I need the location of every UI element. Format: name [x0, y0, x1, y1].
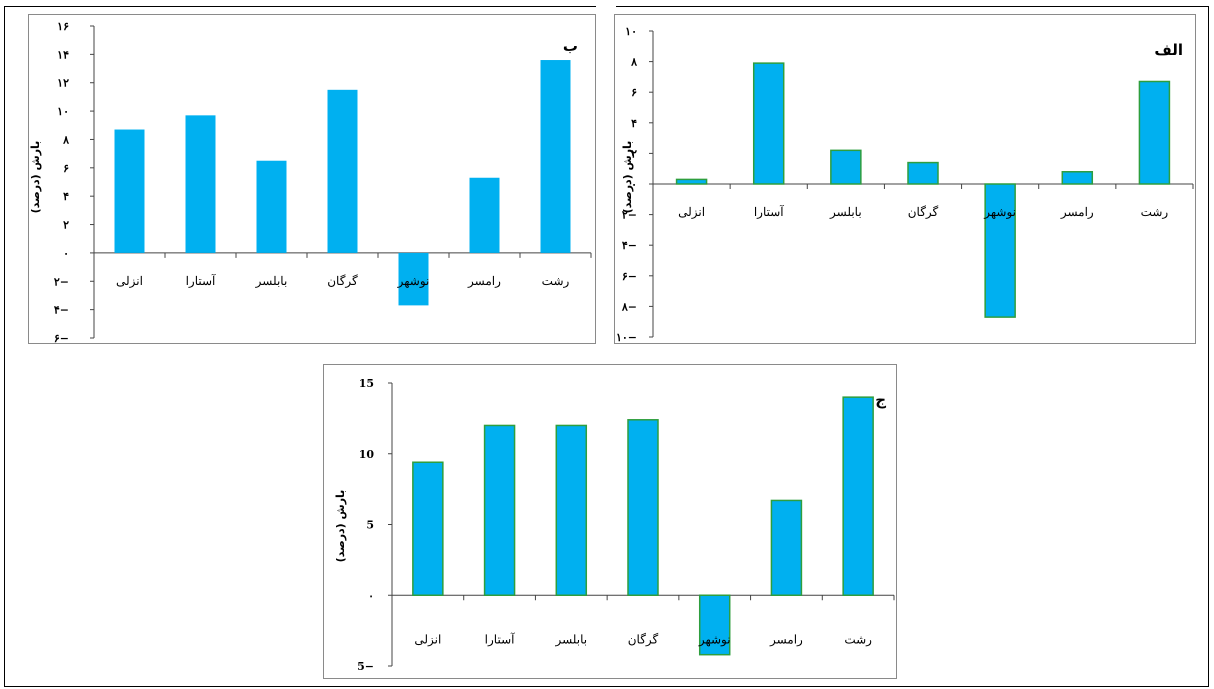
chart-jim-category-label: رامسر — [769, 632, 803, 646]
chart-jim-ytick-label: 5 — [366, 519, 374, 532]
chart-alef-category-label: گرگان — [908, 205, 939, 219]
chart-alef-svg: ۱۰ ۸ ۶ ۴ ۲ ۰ ۲− ۴− ۶− ۸− ۱۰− انزلی آستارا بابلسر گرگان… — [616, 25, 1194, 344]
chart-b-category-label: رشت — [542, 274, 570, 288]
chart-b-ytick-label: ۶ — [63, 162, 69, 175]
chart-alef-category-label: رامسر — [1060, 205, 1094, 219]
chart-b-category-label: گرگان — [327, 274, 358, 288]
chart-alef-ytick-label: ۲ — [631, 147, 637, 160]
chart-alef-category-label: آستارا — [754, 204, 784, 219]
chart-b-ytick-label: ۱۰ — [57, 105, 69, 118]
chart-alef-bar — [830, 149, 862, 185]
chart-jim-category-label: آستارا — [485, 631, 515, 646]
chart-alef-category-label: نوشهر — [983, 205, 1016, 219]
chart-alef-ylabel: بارش (درصد) — [621, 141, 634, 214]
chart-b-ytick-label: ۶− — [54, 332, 69, 345]
chart-b-category-label: بابلسر — [255, 274, 288, 288]
chart-jim-bar — [555, 424, 588, 597]
chart-jim-ytick-label: ۰ — [368, 589, 374, 602]
chart-jim-ytick-label: 15 — [359, 377, 374, 390]
chart-jim-bar — [627, 419, 659, 597]
chart-b-ylabel: بارش (درصد) — [29, 141, 42, 214]
chart-jim-bar — [698, 594, 731, 656]
chart-jim-category-label: نوشهر — [698, 632, 731, 646]
chart-alef-ytick-label: ۴− — [622, 239, 637, 252]
chart-alef-category-label: انزلی — [678, 205, 705, 219]
chart-alef-ytick-label: ۶ — [631, 86, 637, 99]
chart-jim-bar — [842, 396, 874, 597]
chart-b-bar — [540, 60, 571, 253]
chart-jim-category-label: بابلسر — [554, 632, 587, 646]
chart-b-ytick-label: ۱۶ — [57, 20, 69, 33]
chart-b-ytick-label: ۴ — [63, 190, 69, 203]
chart-b-category-label: نوشهر — [397, 274, 430, 288]
chart-jim-bar — [412, 461, 444, 596]
chart-jim-category-label: گرگان — [628, 632, 659, 646]
chart-alef-ytick-label: ۰ — [631, 178, 637, 191]
chart-alef-ytick-label: ۲− — [622, 209, 637, 222]
chart-alef-ytick-label: ۶− — [622, 270, 637, 283]
chart-alef: ۱۰ ۸ ۶ ۴ ۲ ۰ ۲− ۴− ۶− ۸− ۱۰− انزلی آستارا بابلسر گرگان… — [614, 14, 1196, 344]
chart-jim-ytick-label: 10 — [359, 448, 375, 461]
chart-b-ytick-label: ۱۲ — [57, 77, 69, 90]
chart-jim-category-label: رشت — [844, 632, 872, 646]
chart-alef-ytick-label: ۱۰− — [616, 331, 637, 344]
chart-alef-bar — [752, 62, 785, 185]
chart-jim-bar — [483, 424, 516, 597]
chart-jim: 15 10 5 ۰ 5− انزلی آستارا بابلسر گرگان نوشهر رامسر… — [323, 364, 897, 679]
frame-top-right — [616, 6, 1209, 7]
page-frame — [4, 6, 1209, 687]
chart-alef-category-label: بابلسر — [829, 205, 862, 219]
chart-b-svg: ۱۶ ۱۴ ۱۲ ۱۰ ۸ ۶ ۴ ۲ ۰ ۲− ۴− ۶− انزلی آستارا بابلسر گرگا… — [29, 20, 592, 345]
chart-b-ytick-label: ۴− — [54, 304, 69, 317]
chart-b-ytick-label: ۲ — [63, 219, 69, 232]
chart-b-ytick-label: ۲− — [54, 275, 69, 288]
chart-alef-title: الف — [1154, 41, 1183, 59]
chart-b-bar — [398, 252, 429, 306]
chart-jim-category-label: انزلی — [414, 632, 441, 646]
chart-b-ytick-label: ۱۴ — [57, 48, 69, 61]
chart-b-category-label: آستارا — [186, 273, 216, 288]
chart-b-bar — [469, 177, 500, 253]
chart-b-bar — [256, 160, 287, 253]
chart-alef-ytick-label: ۱۰ — [625, 25, 637, 38]
chart-b: ۱۶ ۱۴ ۱۲ ۱۰ ۸ ۶ ۴ ۲ ۰ ۲− ۴− ۶− انزلی آستارا بابلسر گرگا… — [28, 14, 596, 345]
chart-alef-bar — [1138, 80, 1171, 185]
chart-b-bar — [114, 129, 145, 253]
chart-alef-bar — [984, 183, 1016, 318]
chart-b-category-label: انزلی — [116, 274, 143, 288]
chart-b-bar — [327, 89, 358, 253]
chart-jim-ylabel: بارش (درصد) — [334, 490, 347, 563]
chart-alef-bar — [675, 178, 708, 185]
chart-alef-bar — [1061, 171, 1094, 185]
chart-alef-category-label: رشت — [1141, 205, 1169, 219]
chart-b-ytick-label: ۸ — [62, 133, 69, 146]
chart-b-bar — [185, 115, 216, 253]
chart-jim-bar — [770, 499, 803, 597]
chart-jim-ytick-label: 5− — [357, 660, 374, 673]
chart-jim-svg: 15 10 5 ۰ 5− انزلی آستارا بابلسر گرگان نوشهر رامسر… — [334, 377, 895, 673]
chart-jim-title: ج — [875, 391, 886, 409]
chart-b-ytick-label: ۰ — [63, 247, 69, 260]
chart-alef-bar — [907, 161, 939, 185]
chart-b-title: ب — [563, 37, 578, 55]
chart-b-category-label: رامسر — [467, 274, 501, 288]
chart-alef-ytick-label: ۴ — [631, 117, 637, 130]
frame-top-left — [4, 6, 596, 7]
chart-alef-ytick-label: ۸− — [621, 300, 637, 313]
chart-alef-ytick-label: ۸ — [630, 56, 637, 69]
